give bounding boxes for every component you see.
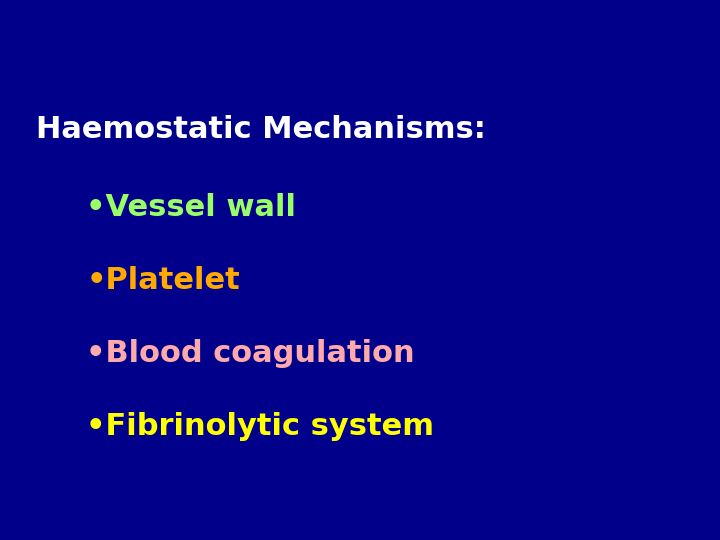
Text: •Fibrinolytic system: •Fibrinolytic system: [86, 412, 434, 441]
Text: Haemostatic Mechanisms:: Haemostatic Mechanisms:: [36, 115, 486, 144]
Text: •Vessel wall: •Vessel wall: [86, 193, 297, 222]
Text: •Blood coagulation: •Blood coagulation: [86, 339, 415, 368]
Text: •Platelet: •Platelet: [86, 266, 240, 295]
